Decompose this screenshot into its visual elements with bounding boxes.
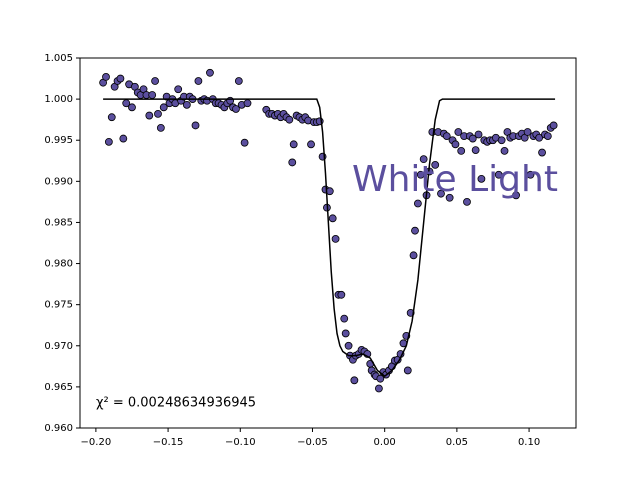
- y-tick-label: 0.965: [44, 382, 73, 393]
- data-point: [191, 121, 200, 130]
- data-point: [182, 100, 191, 109]
- y-tick-label: 0.975: [44, 300, 73, 311]
- data-point: [344, 341, 353, 350]
- data-point: [350, 376, 359, 385]
- data-point: [159, 103, 168, 112]
- y-tick-label: 1.000: [44, 94, 73, 105]
- y-tick-label: 0.990: [44, 176, 73, 187]
- data-point: [409, 251, 418, 260]
- data-point: [543, 132, 552, 141]
- model-line: [103, 98, 556, 378]
- data-point: [116, 74, 125, 83]
- x-tick-label: −0.05: [297, 437, 328, 448]
- data-point: [535, 133, 544, 142]
- data-point: [340, 314, 349, 323]
- data-point: [226, 96, 235, 105]
- data-point: [285, 115, 294, 124]
- y-tick-label: 0.960: [44, 423, 73, 434]
- x-tick-label: −0.20: [81, 437, 112, 448]
- data-point: [451, 140, 460, 149]
- data-point: [307, 140, 315, 149]
- data-point: [243, 99, 252, 108]
- data-point: [174, 85, 183, 94]
- data-point: [494, 170, 503, 179]
- data-point: [549, 121, 558, 130]
- data-point: [104, 137, 113, 146]
- data-point: [232, 105, 240, 113]
- data-point: [328, 214, 337, 223]
- x-tick-label: 0.05: [446, 437, 468, 448]
- data-point: [288, 158, 297, 167]
- data-point: [374, 384, 383, 393]
- data-point: [376, 374, 385, 383]
- data-point: [411, 226, 419, 235]
- data-point: [403, 366, 412, 375]
- data-point: [526, 170, 535, 179]
- y-tick-label: 0.980: [44, 259, 73, 270]
- data-point: [234, 77, 243, 85]
- data-point: [445, 193, 454, 202]
- y-tick-label: 0.970: [44, 341, 73, 352]
- data-point: [194, 77, 203, 85]
- data-point: [523, 128, 532, 136]
- data-point: [107, 113, 116, 122]
- data-point: [477, 174, 486, 183]
- data-point: [468, 134, 477, 143]
- x-tick-label: −0.15: [153, 437, 184, 448]
- data-point: [538, 148, 546, 157]
- data-point: [500, 147, 509, 155]
- data-point: [148, 91, 157, 99]
- data-point: [151, 77, 159, 85]
- data-point: [457, 147, 466, 155]
- data-point: [454, 128, 463, 136]
- annotation: χ² = 0.00248634936945: [96, 396, 256, 411]
- data-point: [145, 111, 154, 120]
- data-point: [337, 290, 346, 299]
- data-point: [289, 140, 298, 149]
- data-point: [413, 199, 422, 208]
- data-point: [442, 132, 451, 141]
- y-tick-label: 0.985: [44, 217, 73, 228]
- data-point: [437, 189, 445, 198]
- data-point: [154, 110, 162, 118]
- plot-frame: [79, 57, 577, 429]
- data-point: [240, 138, 249, 147]
- data-point: [102, 73, 110, 81]
- x-tick-label: −0.10: [225, 437, 256, 448]
- y-tick-label: 0.995: [44, 135, 73, 146]
- data-point: [341, 329, 350, 338]
- data-point: [156, 123, 165, 132]
- data-point: [463, 197, 471, 206]
- data-point: [331, 234, 340, 243]
- data-point: [128, 103, 136, 112]
- x-tick-label: 0.00: [374, 437, 396, 448]
- data-point: [416, 170, 425, 179]
- data-point: [419, 155, 428, 164]
- data-point: [206, 68, 214, 77]
- data-point: [119, 134, 128, 143]
- y-tick-label: 1.005: [44, 53, 73, 64]
- annotation: White Light: [352, 159, 558, 200]
- data-point: [474, 130, 483, 139]
- data-point: [471, 146, 480, 154]
- data-point: [512, 191, 520, 200]
- data-point: [431, 160, 440, 169]
- data-point: [497, 136, 506, 145]
- x-tick-label: 0.10: [518, 437, 540, 448]
